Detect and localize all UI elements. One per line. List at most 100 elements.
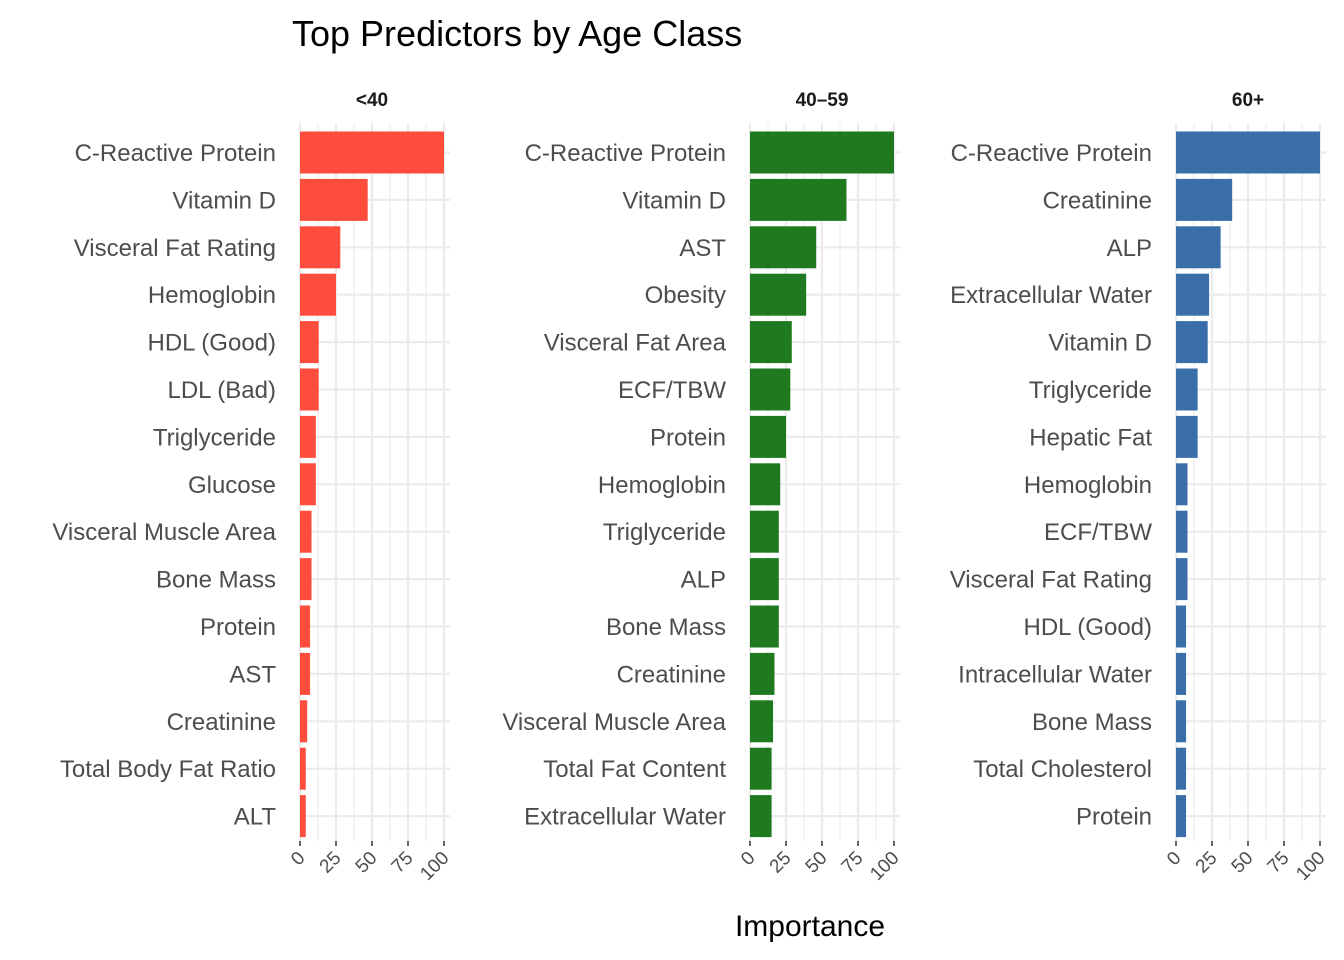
category-label: Creatinine	[167, 709, 276, 736]
bar	[300, 558, 312, 601]
category-label: ALP	[1107, 235, 1152, 262]
x-tick-label: 50	[352, 848, 382, 878]
bar	[300, 273, 336, 316]
bar	[300, 700, 308, 743]
category-label: Visceral Fat Rating	[74, 235, 276, 262]
category-label: Protein	[650, 424, 726, 451]
x-tick-label: 25	[766, 848, 796, 878]
category-label: C-Reactive Protein	[75, 140, 276, 167]
bar	[1176, 415, 1198, 458]
x-tick-label: 25	[316, 848, 346, 878]
category-label: Protein	[200, 614, 276, 641]
bar	[300, 605, 311, 648]
bar	[300, 321, 319, 364]
x-tick-label: 100	[1292, 848, 1329, 885]
category-label: Triglyceride	[603, 519, 726, 546]
bar	[1176, 273, 1210, 316]
bar	[300, 226, 341, 269]
bar	[300, 415, 316, 458]
category-label: Bone Mass	[606, 614, 726, 641]
x-axis-label: Importance	[735, 910, 885, 943]
category-label: C-Reactive Protein	[951, 140, 1152, 167]
bar	[300, 510, 312, 553]
category-label: AST	[679, 235, 726, 262]
x-tick-label: 100	[866, 848, 903, 885]
x-tick-label: 0	[737, 848, 759, 870]
bar	[750, 510, 779, 553]
facet-strip-label: 60+	[1232, 90, 1264, 111]
bar	[1176, 605, 1187, 648]
category-label: Extracellular Water	[950, 282, 1152, 309]
category-label: Intracellular Water	[958, 661, 1152, 688]
category-label: Creatinine	[617, 661, 726, 688]
x-tick-label: 75	[838, 848, 868, 878]
bar	[300, 747, 306, 790]
category-label: Total Body Fat Ratio	[60, 756, 276, 783]
x-tick-label: 75	[388, 848, 418, 878]
category-label: LDL (Bad)	[168, 377, 277, 404]
x-tick-label: 0	[1163, 848, 1185, 870]
x-tick-label: 75	[1264, 848, 1294, 878]
bar	[750, 463, 781, 506]
bar	[1176, 652, 1187, 695]
category-label: Obesity	[645, 282, 726, 309]
bar	[1176, 178, 1233, 221]
bar	[300, 131, 444, 174]
bar	[300, 795, 306, 838]
category-label: Total Cholesterol	[973, 756, 1152, 783]
x-tick-label: 50	[1228, 848, 1258, 878]
category-label: AST	[229, 661, 276, 688]
category-label: Total Fat Content	[543, 756, 726, 783]
facet-strip-label: 40–59	[796, 90, 849, 111]
bar	[750, 558, 779, 601]
category-label: C-Reactive Protein	[525, 140, 726, 167]
facet-panel: <40 C-Reactive Protein Vitamin D Visceral F…	[52, 90, 453, 885]
category-label: Vitamin D	[172, 187, 276, 214]
category-label: Protein	[1076, 804, 1152, 831]
category-label: Hemoglobin	[598, 472, 726, 499]
bar	[300, 652, 311, 695]
bar	[750, 415, 786, 458]
bar	[1176, 510, 1188, 553]
x-tick-label: 100	[416, 848, 453, 885]
category-label: Creatinine	[1043, 187, 1152, 214]
bar	[1176, 131, 1320, 174]
facet-panels: <40 C-Reactive Protein Vitamin D Visceral F…	[52, 90, 1329, 885]
bar	[1176, 226, 1221, 269]
bar	[750, 795, 772, 838]
category-label: Bone Mass	[1032, 709, 1152, 736]
category-label: Visceral Fat Area	[544, 330, 727, 357]
category-label: Vitamin D	[622, 187, 726, 214]
bar	[750, 368, 791, 411]
category-label: Triglyceride	[153, 424, 276, 451]
bar	[300, 463, 316, 506]
category-label: Visceral Muscle Area	[52, 519, 276, 546]
bar	[300, 368, 319, 411]
bar	[750, 321, 792, 364]
bar	[750, 131, 894, 174]
category-label: Vitamin D	[1048, 330, 1152, 357]
x-tick-label: 25	[1192, 848, 1222, 878]
chart-title: Top Predictors by Age Class	[292, 13, 742, 54]
bar	[750, 273, 807, 316]
category-label: Extracellular Water	[524, 804, 726, 831]
bar	[1176, 368, 1198, 411]
category-label: ECF/TBW	[618, 377, 726, 404]
bar	[1176, 463, 1188, 506]
x-tick-label: 50	[802, 848, 832, 878]
category-label: ECF/TBW	[1044, 519, 1152, 546]
x-tick-label: 0	[287, 848, 309, 870]
category-label: Hemoglobin	[148, 282, 276, 309]
category-label: Bone Mass	[156, 567, 276, 594]
category-label: Glucose	[188, 472, 276, 499]
bar	[750, 178, 847, 221]
category-label: Hepatic Fat	[1029, 424, 1152, 451]
facet-strip-label: <40	[356, 90, 388, 111]
category-label: HDL (Good)	[148, 330, 276, 357]
bar	[750, 700, 774, 743]
bar	[750, 226, 817, 269]
category-label: Hemoglobin	[1024, 472, 1152, 499]
category-label: ALT	[234, 804, 277, 831]
bar	[1176, 700, 1187, 743]
